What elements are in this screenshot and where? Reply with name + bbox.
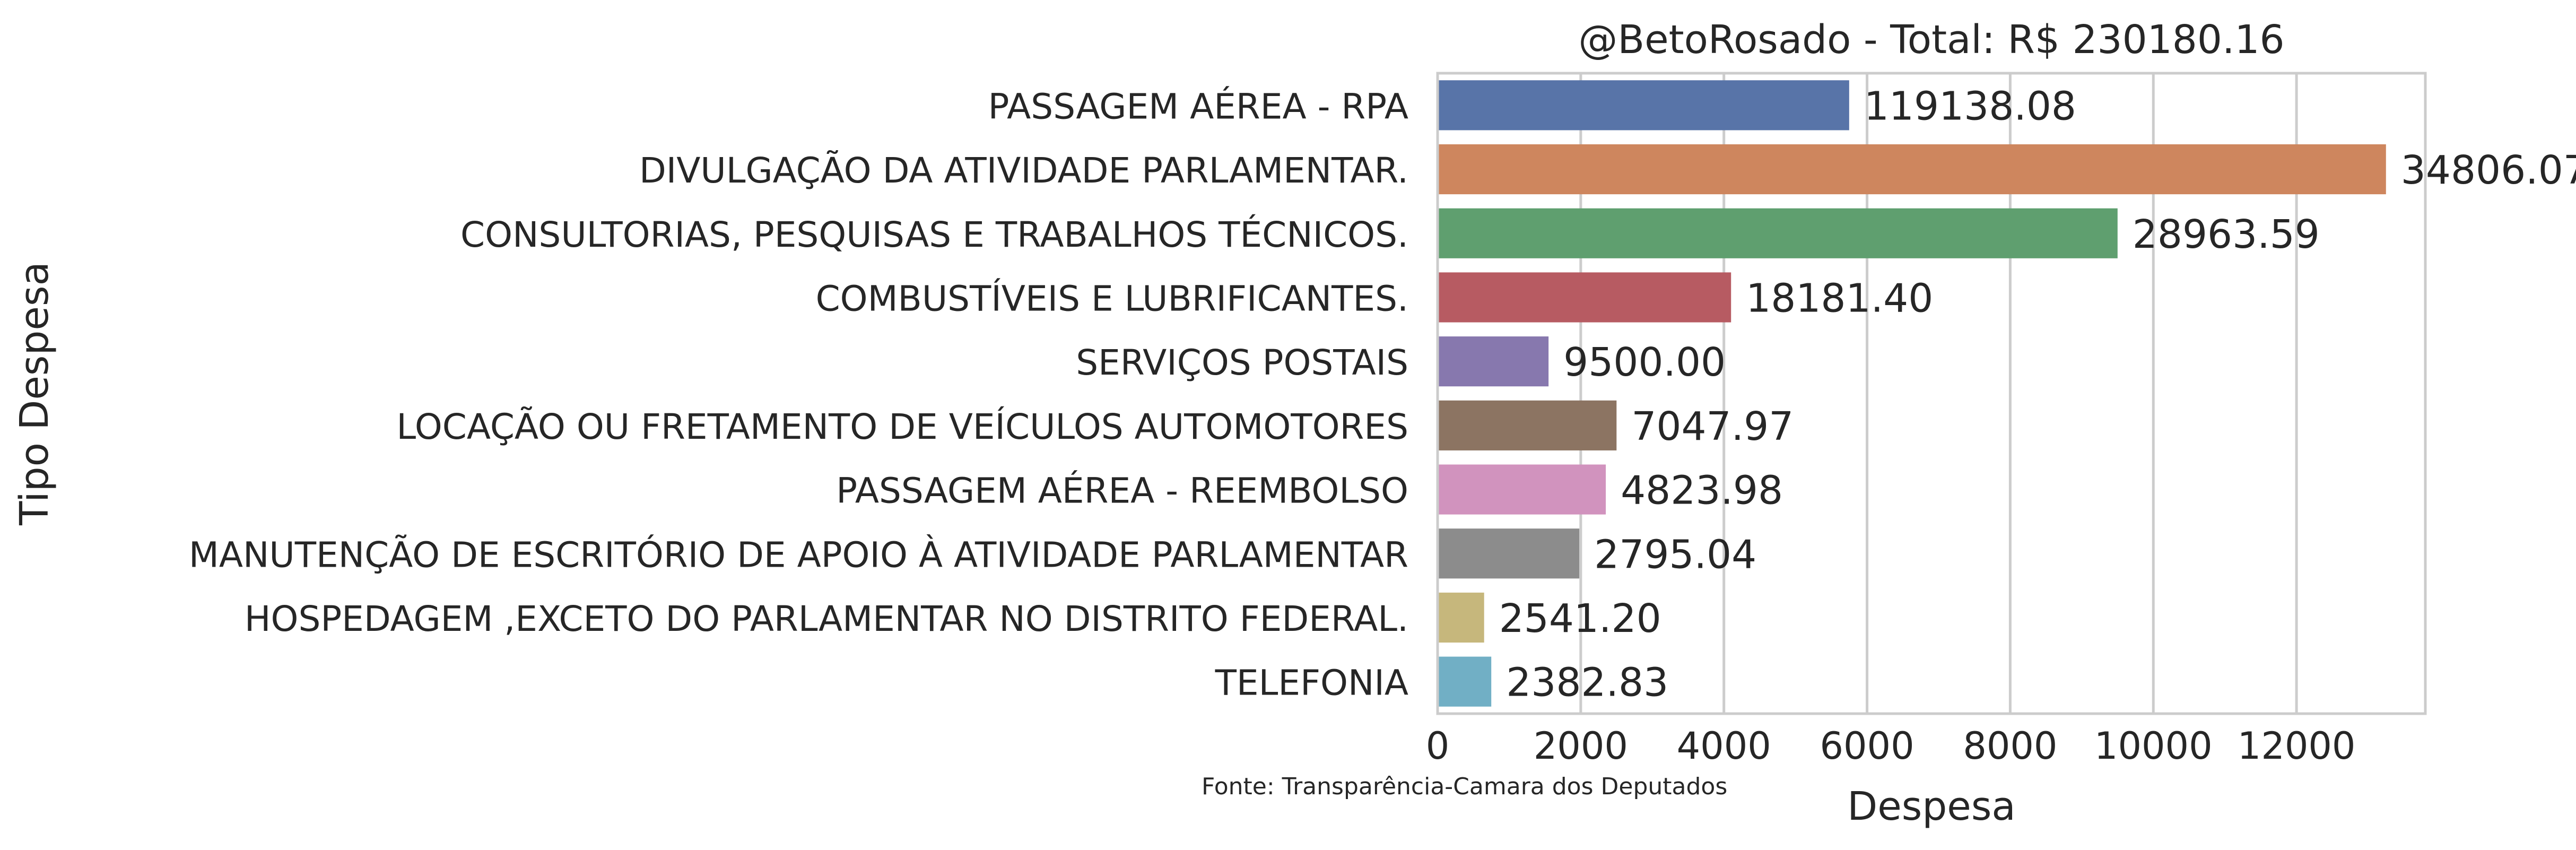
data-label: 18181.40 (1746, 275, 1933, 321)
x-tick-label: 4000 (1677, 724, 1771, 768)
bar (1438, 80, 1849, 131)
bar (1438, 208, 2118, 258)
data-label: 2382.83 (1506, 660, 1668, 706)
y-tick-label: DIVULGAÇÃO DA ATIVIDADE PARLAMENTAR. (639, 150, 1408, 191)
x-tick-label: 0 (1426, 724, 1450, 768)
chart-title: @BetoRosado - Total: R$ 230180.16 (1578, 17, 2284, 63)
y-tick-labels: PASSAGEM AÉREA - RPA DIVULGAÇÃO DA ATIVID… (189, 85, 1408, 703)
y-tick-label: PASSAGEM AÉREA - REEMBOLSO (836, 470, 1408, 511)
data-label: 9500.00 (1563, 340, 1726, 385)
data-label: 2541.20 (1499, 596, 1661, 641)
data-labels: 119138.08 34806.07 28963.59 18181.40 9500.00… (1499, 83, 2576, 705)
data-label: 34806.07 (2401, 148, 2576, 193)
y-tick-label: LOCAÇÃO OU FRETAMENTO DE VEÍCULOS AUTOMO… (396, 406, 1408, 447)
x-axis-title: Despesa (1847, 784, 2015, 829)
data-label: 2795.04 (1594, 532, 1756, 577)
data-label: 119138.08 (1864, 83, 2076, 129)
x-tick-label: 12000 (2238, 724, 2356, 768)
x-tick-label: 10000 (2094, 724, 2213, 768)
x-tick-label: 2000 (1534, 724, 1628, 768)
y-tick-label: CONSULTORIAS, PESQUISAS E TRABALHOS TÉCN… (460, 214, 1408, 255)
bar (1438, 464, 1606, 515)
y-tick-label: COMBUSTÍVEIS E LUBRIFICANTES. (816, 277, 1408, 319)
bar (1438, 272, 1731, 323)
bar (1438, 336, 1549, 387)
bar (1438, 528, 1580, 579)
bar (1438, 144, 2386, 195)
x-tick-label: 6000 (1820, 724, 1914, 768)
bar (1438, 656, 1492, 707)
data-label: 28963.59 (2133, 212, 2320, 257)
x-tick-label: 8000 (1963, 724, 2057, 768)
bars (1438, 80, 2386, 707)
y-axis-title: Tipo Despesa (12, 262, 57, 526)
plot-area-frame (1436, 72, 2427, 715)
y-tick-label: SERVIÇOS POSTAIS (1076, 342, 1408, 383)
y-tick-label: PASSAGEM AÉREA - RPA (988, 85, 1408, 127)
data-label: 7047.97 (1631, 404, 1794, 449)
bar (1438, 400, 1617, 450)
y-tick-label: HOSPEDAGEM ,EXCETO DO PARLAMENTAR NO DIS… (245, 599, 1408, 639)
source-note: Fonte: Transparência-Camara dos Deputado… (1202, 773, 1727, 800)
data-label: 4823.98 (1621, 468, 1783, 514)
bar (1438, 592, 1484, 643)
x-tick-labels: 0 2000 4000 6000 8000 10000 12000 (1426, 724, 2356, 768)
y-tick-label: MANUTENÇÃO DE ESCRITÓRIO DE APOIO À ATIV… (189, 534, 1408, 575)
y-tick-label: TELEFONIA (1215, 663, 1408, 704)
